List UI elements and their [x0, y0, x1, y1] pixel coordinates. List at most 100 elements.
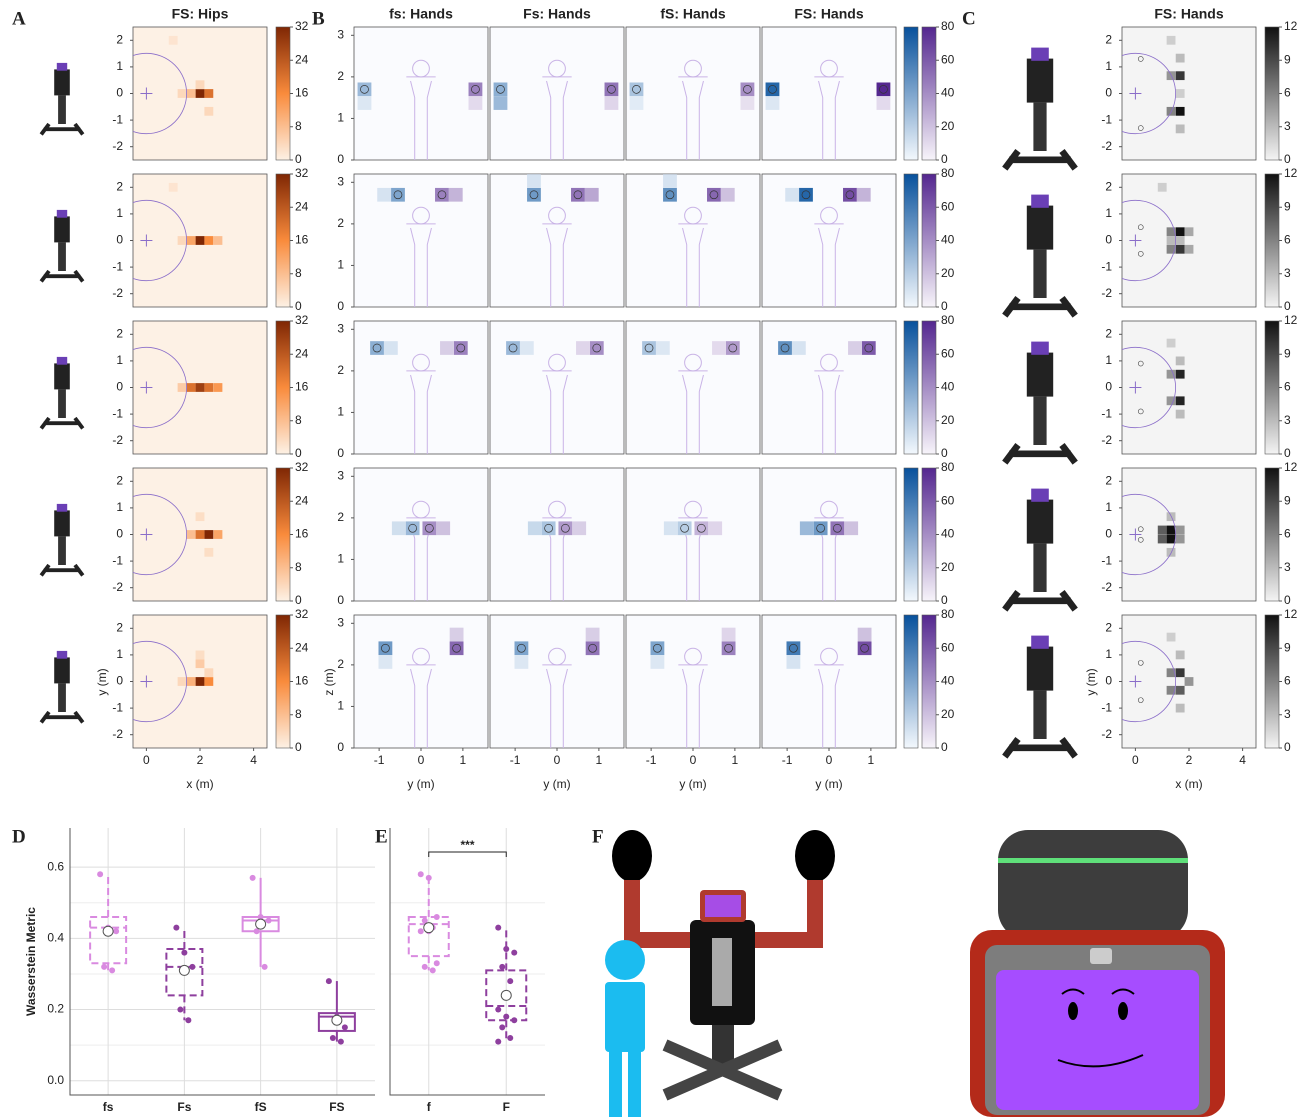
- heat-cell: [1167, 633, 1176, 642]
- y-tick-label: 0: [337, 299, 344, 313]
- axes: [354, 615, 488, 748]
- y-tick-label: 1: [1105, 59, 1112, 73]
- x-tick-label: 0: [826, 753, 833, 767]
- mean: [103, 926, 113, 936]
- colorbar: [904, 468, 918, 601]
- point: [503, 1014, 509, 1020]
- colorbar-tick-label: 0: [941, 446, 948, 460]
- heat-cell: [450, 628, 464, 642]
- heat-cell: [1176, 227, 1185, 236]
- x-tick-label: fs: [103, 1100, 114, 1114]
- point: [499, 1024, 505, 1030]
- colorbar-tick-label: 0: [941, 152, 948, 166]
- colorbar-tick-label: 0: [1284, 740, 1291, 754]
- y-tick-label: 3: [337, 27, 344, 41]
- heat-cell: [187, 677, 196, 686]
- point: [495, 925, 501, 931]
- point: [338, 1039, 344, 1045]
- x-axis-label: y (m): [543, 777, 570, 791]
- heat-cell: [406, 521, 420, 535]
- colorbar: [276, 468, 290, 601]
- y-tick-label: 3: [337, 468, 344, 482]
- panel-label: F: [592, 826, 604, 847]
- title: Fs: Hands: [523, 6, 591, 22]
- colorbar-tick-label: 0: [295, 299, 302, 313]
- x-tick-label: 0: [418, 753, 425, 767]
- heat-cell: [436, 521, 450, 535]
- x-tick-label: 1: [868, 753, 875, 767]
- colorbar-tick-label: 60: [941, 199, 955, 213]
- y-tick-label: 2: [116, 32, 123, 46]
- point: [434, 914, 440, 920]
- axes: [626, 27, 760, 160]
- x-tick-label: F: [503, 1100, 510, 1114]
- point: [181, 950, 187, 956]
- y-axis-label: Wasserstein Metric: [24, 907, 38, 1016]
- point: [185, 1017, 191, 1023]
- colorbar-tick-label: 12: [1284, 19, 1298, 33]
- y-tick-label: -2: [1101, 433, 1112, 447]
- axes: [490, 321, 624, 454]
- heat-cell: [1176, 651, 1185, 660]
- heat-cell: [844, 521, 858, 535]
- heat-cell: [187, 89, 196, 98]
- point: [507, 1035, 513, 1041]
- axis-frame: [390, 828, 545, 1095]
- y-tick-label: 2: [116, 473, 123, 487]
- y-axis-label: z (m): [322, 668, 336, 695]
- y-tick-label: 0: [1105, 527, 1112, 541]
- robot-image: [41, 357, 83, 429]
- colorbar-tick-label: 3: [1284, 119, 1291, 133]
- colorbar-tick-label: 20: [941, 119, 955, 133]
- heat-cell: [650, 655, 664, 669]
- heat-cell: [586, 641, 600, 655]
- heat-cell: [800, 521, 814, 535]
- heat-cell: [785, 188, 799, 202]
- mean: [424, 923, 434, 933]
- axes: [762, 468, 896, 601]
- y-tick-label: -2: [1101, 139, 1112, 153]
- heat-cell: [708, 521, 722, 535]
- y-tick-label: -1: [1101, 259, 1112, 273]
- y-tick-label: -2: [1101, 286, 1112, 300]
- heat-cell: [204, 668, 213, 677]
- heat-cell: [377, 188, 391, 202]
- annotation: ***: [460, 838, 474, 852]
- heat-cell: [766, 82, 780, 96]
- colorbar: [922, 321, 936, 454]
- x-tick-label: f: [427, 1100, 432, 1114]
- colorbar-tick-label: 32: [295, 166, 309, 180]
- axes: [354, 321, 488, 454]
- heat-cell: [766, 96, 780, 110]
- heat-cell: [384, 341, 398, 355]
- colorbar-tick-label: 80: [941, 19, 955, 33]
- heat-cell: [656, 341, 670, 355]
- colorbar-tick-label: 8: [295, 119, 302, 133]
- y-tick-label: 0.4: [47, 931, 64, 945]
- robot-image: [1005, 48, 1075, 169]
- robot-image: [41, 504, 83, 576]
- heat-cell: [514, 655, 528, 669]
- heat-cell: [196, 512, 205, 521]
- robot-image: [1005, 195, 1075, 316]
- colorbar-tick-label: 0: [295, 152, 302, 166]
- colorbar-tick-label: 60: [941, 346, 955, 360]
- point: [418, 871, 424, 877]
- heat-cell: [196, 651, 205, 660]
- y-tick-label: 0.6: [47, 859, 64, 873]
- y-tick-label: -1: [112, 259, 123, 273]
- point: [422, 964, 428, 970]
- axes: [762, 174, 896, 307]
- colorbar-tick-label: 20: [941, 707, 955, 721]
- y-tick-label: -1: [1101, 406, 1112, 420]
- heat-cell: [1176, 396, 1185, 405]
- heat-cell: [196, 659, 205, 668]
- colorbar-tick-label: 80: [941, 607, 955, 621]
- heat-cell: [450, 641, 464, 655]
- colorbar: [276, 27, 290, 160]
- y-tick-label: 2: [337, 510, 344, 524]
- colorbar-tick-label: 0: [941, 299, 948, 313]
- x-axis-label: x (m): [1175, 777, 1202, 791]
- colorbar-tick-label: 9: [1284, 493, 1291, 507]
- heat-cell: [454, 341, 468, 355]
